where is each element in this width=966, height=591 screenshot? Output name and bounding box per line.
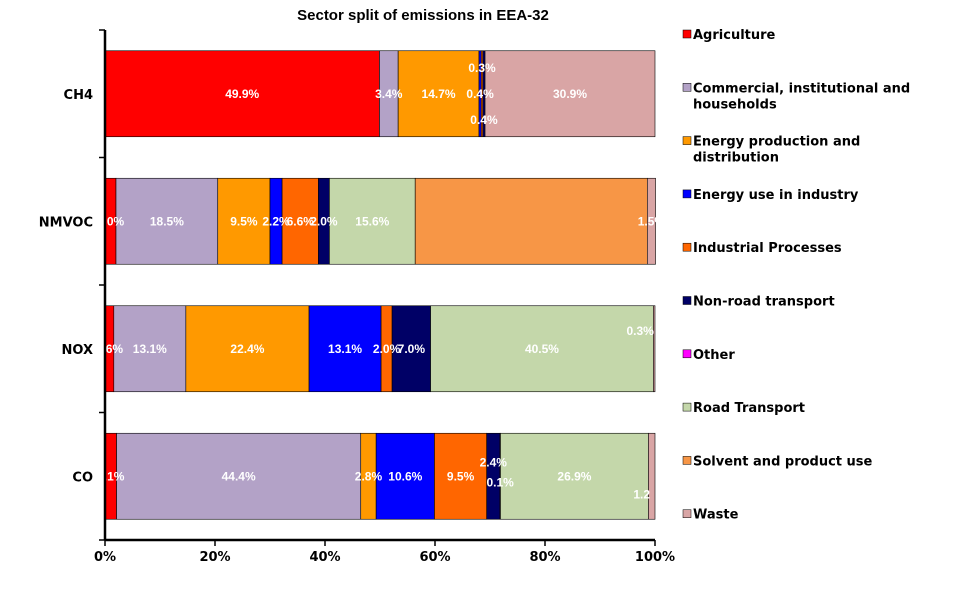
- legend-label-energy-use-in-industry: Energy use in industry: [693, 188, 859, 203]
- bar-segment-ch4-agriculture: [104, 50, 380, 138]
- bar-segment-co-road-transport: [500, 432, 649, 520]
- legend-swatch-energy-use-in-industry: [682, 189, 692, 199]
- legend-label-solvent-and-product-use: Solvent and product use: [693, 454, 873, 469]
- bar-segment-nox-road-transport: [430, 305, 654, 393]
- bar-segment-nox-waste: [653, 305, 656, 393]
- bar-segment-nox-non-road-transport: [391, 305, 431, 393]
- data-labels-layer: 49.9% 3.4% 14.7% 0.4% 0.3% 0.4% 30.9% 2.0% 18.5%…: [96, 61, 666, 502]
- data-label-co-waste: 1.2: [633, 487, 650, 501]
- legend-swatch-industrial-processes: [682, 242, 692, 252]
- category-label-co: CO: [72, 470, 93, 485]
- data-label-co-non-road-transport: 2.4%: [480, 455, 508, 469]
- data-label-co-agriculture: 2.1%: [97, 469, 125, 483]
- legend-swatch-non-road-transport: [682, 296, 692, 305]
- legend-swatch-solvent-and-product-use: [682, 456, 692, 465]
- data-label-co-road-transport: 26.9%: [557, 469, 591, 483]
- legend-swatch-other: [682, 349, 692, 359]
- x-tick-label-100: 100%: [635, 550, 675, 565]
- data-label-co-energy-use-in-industry: 10.6%: [388, 469, 422, 483]
- data-label-nox-road-transport: 40.5%: [525, 342, 559, 356]
- x-tick-label-0: 0%: [94, 550, 116, 565]
- bar-segment-ch4-energy-production-and-distribution: [397, 50, 480, 138]
- data-label-nmvoc-energy-use-in-industry: 2.2%: [262, 214, 290, 228]
- data-label-ch4-energy-use-in-industry: 0.4%: [466, 87, 494, 101]
- legend-label-road-transport: Road Transport: [693, 401, 805, 416]
- data-label-ch4-agriculture: 49.9%: [225, 87, 259, 101]
- legend: Agriculture Commercial, institutional and…: [682, 28, 910, 523]
- bar-segment-nox-commercial-institutional-and-households: [113, 305, 187, 393]
- data-label-co-industrial-processes: 9.5%: [447, 469, 475, 483]
- data-label-ch4-industrial-processes: 0.3%: [468, 61, 496, 75]
- bar-segment-ch4-waste: [484, 50, 656, 138]
- bar-segment-co-commercial-institutional-and-households: [116, 432, 362, 520]
- x-tick-label-40: 40%: [309, 550, 340, 565]
- data-label-co-other: 0.1%: [486, 475, 514, 489]
- bar-segment-co-waste: [648, 432, 656, 520]
- legend-label-non-road-transport: Non-road transport: [693, 295, 835, 310]
- data-label-nmvoc-energy-production-and-distribution: 9.5%: [230, 214, 258, 228]
- category-label-nmvoc: NMVOC: [39, 215, 93, 230]
- data-label-ch4-non-road-transport: 0.4%: [470, 113, 498, 127]
- data-label-nox-non-road-transport: 7.0%: [398, 342, 426, 356]
- data-label-co-commercial-institutional-and-households: 44.4%: [222, 469, 256, 483]
- legend-swatch-waste: [682, 509, 692, 518]
- bars-layer: [104, 50, 656, 520]
- x-tick-label-20: 20%: [199, 550, 230, 565]
- category-label-nox: NOX: [62, 343, 94, 358]
- bar-segment-nmvoc-waste: [646, 177, 656, 265]
- bar-segment-nox-energy-production-and-distribution: [185, 305, 310, 393]
- legend-label-industrial-processes: Industrial Processes: [693, 241, 842, 256]
- data-label-nox-waste: 0.3%: [626, 324, 654, 338]
- bar-segment-nmvoc-road-transport: [329, 177, 416, 265]
- legend-label-agriculture: Agriculture: [693, 28, 776, 43]
- chart-title: Sector split of emissions in EEA-32: [297, 7, 549, 24]
- data-label-ch4-waste: 30.9%: [553, 87, 587, 101]
- data-label-ch4-commercial-institutional-and-households: 3.4%: [375, 87, 403, 101]
- bar-segment-nmvoc-solvent-and-product-use: [414, 177, 648, 265]
- data-label-nox-industrial-processes: 2.0%: [373, 342, 401, 356]
- data-label-nox-energy-use-in-industry: 13.1%: [328, 342, 362, 356]
- data-label-nmvoc-non-road-transport: 2.0%: [310, 214, 338, 228]
- category-label-ch4: CH4: [64, 88, 93, 103]
- legend-label-commercial-institutional-and-households: Commercial, institutional and households: [693, 81, 910, 112]
- legend-swatch-energy-production-and-distribution: [682, 136, 692, 145]
- axes-layer: CH4 NMVOC NOX CO 0% 20% 40% 60% 80% 100%: [39, 29, 675, 565]
- legend-label-other: Other: [693, 348, 735, 363]
- legend-swatch-agriculture: [682, 29, 692, 39]
- x-tick-label-80: 80%: [529, 550, 560, 565]
- data-label-nox-agriculture: 1.6%: [96, 342, 124, 356]
- data-label-nmvoc-commercial-institutional-and-households: 18.5%: [150, 214, 184, 228]
- legend-swatch-commercial-institutional-and-households: [682, 83, 692, 92]
- data-label-nmvoc-agriculture: 2.0%: [97, 214, 125, 228]
- bar-segment-co-industrial-processes: [434, 432, 488, 520]
- data-label-nmvoc-road-transport: 15.6%: [355, 214, 389, 228]
- data-label-nox-commercial-institutional-and-households: 13.1%: [133, 342, 167, 356]
- bar-segment-co-energy-use-in-industry: [375, 432, 435, 520]
- legend-label-waste: Waste: [693, 508, 739, 523]
- data-label-nmvoc-waste: 1.5%: [638, 214, 666, 228]
- legend-label-energy-production-and-distribution: Energy production and distribution: [693, 135, 860, 166]
- data-label-co-energy-production-and-distribution: 2.8%: [355, 469, 383, 483]
- bar-segment-nmvoc-commercial-institutional-and-households: [115, 177, 219, 265]
- data-label-nmvoc-industrial-processes: 6.6%: [287, 214, 315, 228]
- x-tick-label-60: 60%: [419, 550, 450, 565]
- data-label-nox-energy-production-and-distribution: 22.4%: [230, 342, 264, 356]
- legend-swatch-road-transport: [682, 402, 692, 412]
- data-label-ch4-energy-production-and-distribution: 14.7%: [422, 87, 456, 101]
